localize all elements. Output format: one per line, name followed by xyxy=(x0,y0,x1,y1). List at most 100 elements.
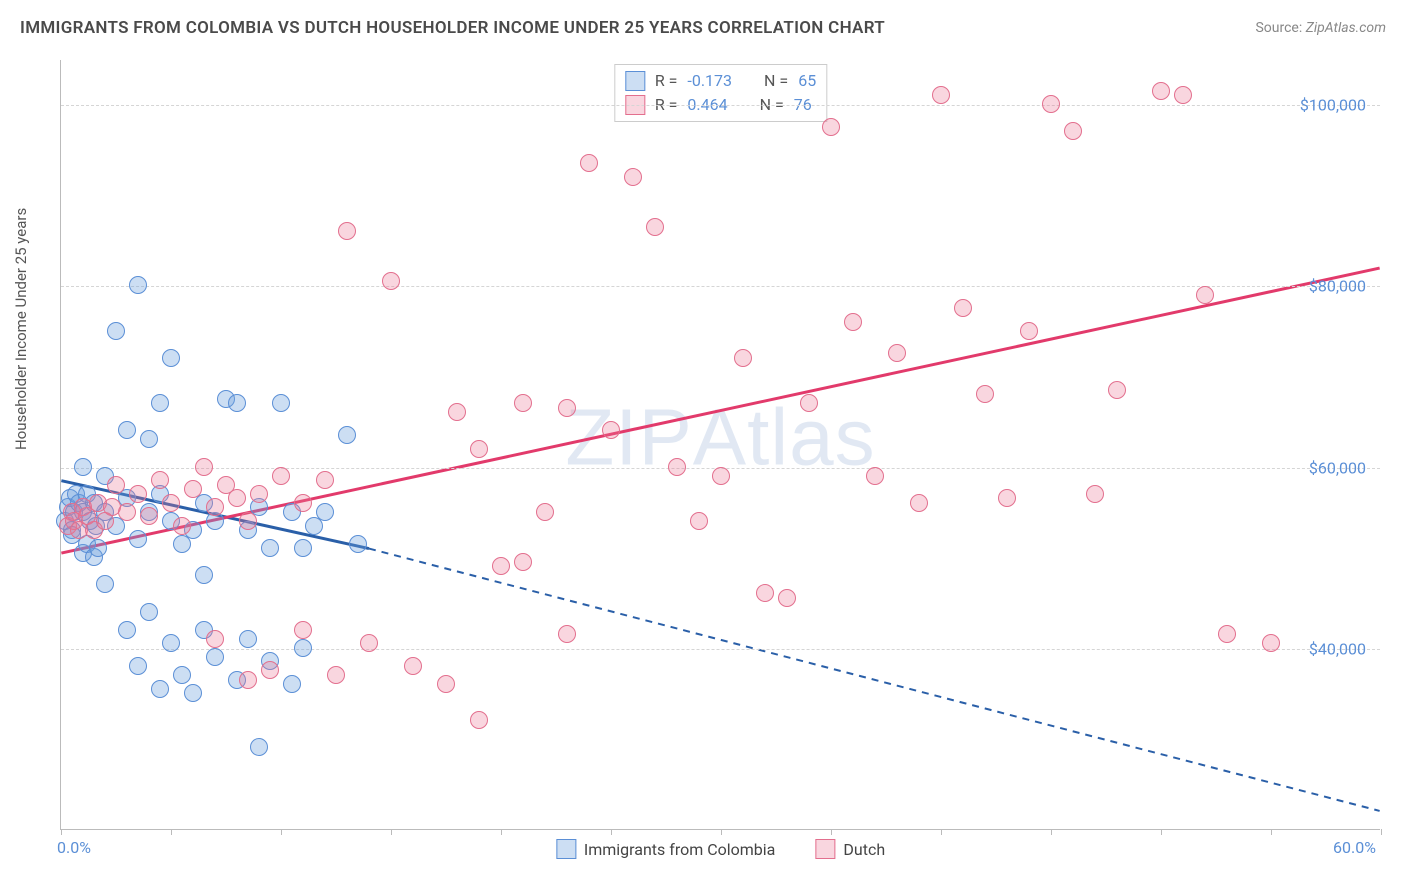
scatter-point xyxy=(1196,286,1214,304)
scatter-point xyxy=(294,621,312,639)
scatter-point xyxy=(800,394,818,412)
x-tick xyxy=(171,829,172,835)
scatter-point xyxy=(173,666,191,684)
r-value: -0.173 xyxy=(687,69,732,93)
scatter-point xyxy=(536,503,554,521)
n-label: N = xyxy=(764,69,788,93)
legend-swatch xyxy=(625,71,645,91)
y-tick-label: $100,000 xyxy=(1300,96,1366,115)
scatter-point xyxy=(151,471,169,489)
scatter-point xyxy=(327,666,345,684)
x-tick xyxy=(281,829,282,835)
scatter-point xyxy=(382,272,400,290)
scatter-point xyxy=(195,566,213,584)
scatter-point xyxy=(107,476,125,494)
scatter-point xyxy=(283,675,301,693)
bottom-legend: Immigrants from ColombiaDutch xyxy=(556,839,885,859)
x-tick xyxy=(1051,829,1052,835)
scatter-point xyxy=(195,458,213,476)
scatter-point xyxy=(888,344,906,362)
scatter-point xyxy=(822,118,840,136)
gridline xyxy=(61,649,1380,650)
scatter-point xyxy=(404,657,422,675)
scatter-point xyxy=(602,421,620,439)
scatter-point xyxy=(1042,95,1060,113)
scatter-point xyxy=(932,86,950,104)
scatter-point xyxy=(756,584,774,602)
scatter-point xyxy=(228,489,246,507)
scatter-point xyxy=(129,276,147,294)
y-tick-label: $80,000 xyxy=(1309,277,1366,296)
trend-lines-svg xyxy=(61,60,1380,829)
x-tick xyxy=(1271,829,1272,835)
scatter-point xyxy=(129,485,147,503)
scatter-point xyxy=(976,385,994,403)
scatter-point xyxy=(140,507,158,525)
r-label: R = xyxy=(655,69,678,93)
scatter-point xyxy=(261,661,279,679)
scatter-point xyxy=(690,512,708,530)
scatter-point xyxy=(162,494,180,512)
x-tick xyxy=(941,829,942,835)
scatter-point xyxy=(646,218,664,236)
x-tick xyxy=(1161,829,1162,835)
scatter-point xyxy=(294,539,312,557)
scatter-point xyxy=(184,684,202,702)
scatter-point xyxy=(151,394,169,412)
x-tick xyxy=(391,829,392,835)
legend-swatch xyxy=(815,839,835,859)
scatter-point xyxy=(1086,485,1104,503)
scatter-point xyxy=(712,467,730,485)
scatter-point xyxy=(316,471,334,489)
scatter-point xyxy=(668,458,686,476)
scatter-point xyxy=(118,621,136,639)
correlation-stat-box: R =-0.173N =65R =0.464N =76 xyxy=(614,64,827,122)
x-tick xyxy=(611,829,612,835)
scatter-point xyxy=(580,154,598,172)
scatter-point xyxy=(261,539,279,557)
scatter-point xyxy=(1064,122,1082,140)
gridline xyxy=(61,105,1380,106)
scatter-point xyxy=(294,494,312,512)
scatter-point xyxy=(162,634,180,652)
scatter-point xyxy=(866,467,884,485)
y-tick-label: $60,000 xyxy=(1309,458,1366,477)
scatter-point xyxy=(437,675,455,693)
scatter-point xyxy=(624,168,642,186)
scatter-point xyxy=(338,222,356,240)
scatter-point xyxy=(1152,82,1170,100)
scatter-point xyxy=(96,575,114,593)
legend-swatch xyxy=(556,839,576,859)
scatter-point xyxy=(118,503,136,521)
scatter-point xyxy=(514,553,532,571)
x-axis-label: 60.0% xyxy=(1333,838,1376,857)
scatter-point xyxy=(272,467,290,485)
x-axis-label: 0.0% xyxy=(57,838,91,857)
x-tick xyxy=(721,829,722,835)
n-value: 65 xyxy=(798,69,816,93)
x-tick xyxy=(501,829,502,835)
chart-title: IMMIGRANTS FROM COLOMBIA VS DUTCH HOUSEH… xyxy=(20,18,885,38)
scatter-point xyxy=(239,512,257,530)
stat-row: R = -0.173 N = 65 xyxy=(625,69,816,93)
scatter-point xyxy=(206,630,224,648)
scatter-point xyxy=(910,494,928,512)
scatter-point xyxy=(206,498,224,516)
scatter-point xyxy=(492,557,510,575)
source-citation: Source: ZipAtlas.com xyxy=(1255,20,1386,36)
scatter-point xyxy=(250,738,268,756)
scatter-point xyxy=(272,394,290,412)
scatter-point xyxy=(1262,634,1280,652)
scatter-point xyxy=(954,299,972,317)
scatter-point xyxy=(1174,86,1192,104)
x-tick xyxy=(1381,829,1382,835)
scatter-point xyxy=(239,671,257,689)
scatter-point xyxy=(173,517,191,535)
scatter-point xyxy=(349,535,367,553)
plot-area: ZIPAtlas R =-0.173N =65R =0.464N =76 Imm… xyxy=(60,60,1380,830)
y-tick-label: $40,000 xyxy=(1309,639,1366,658)
scatter-point xyxy=(778,589,796,607)
scatter-point xyxy=(338,426,356,444)
scatter-point xyxy=(470,440,488,458)
x-tick xyxy=(61,829,62,835)
